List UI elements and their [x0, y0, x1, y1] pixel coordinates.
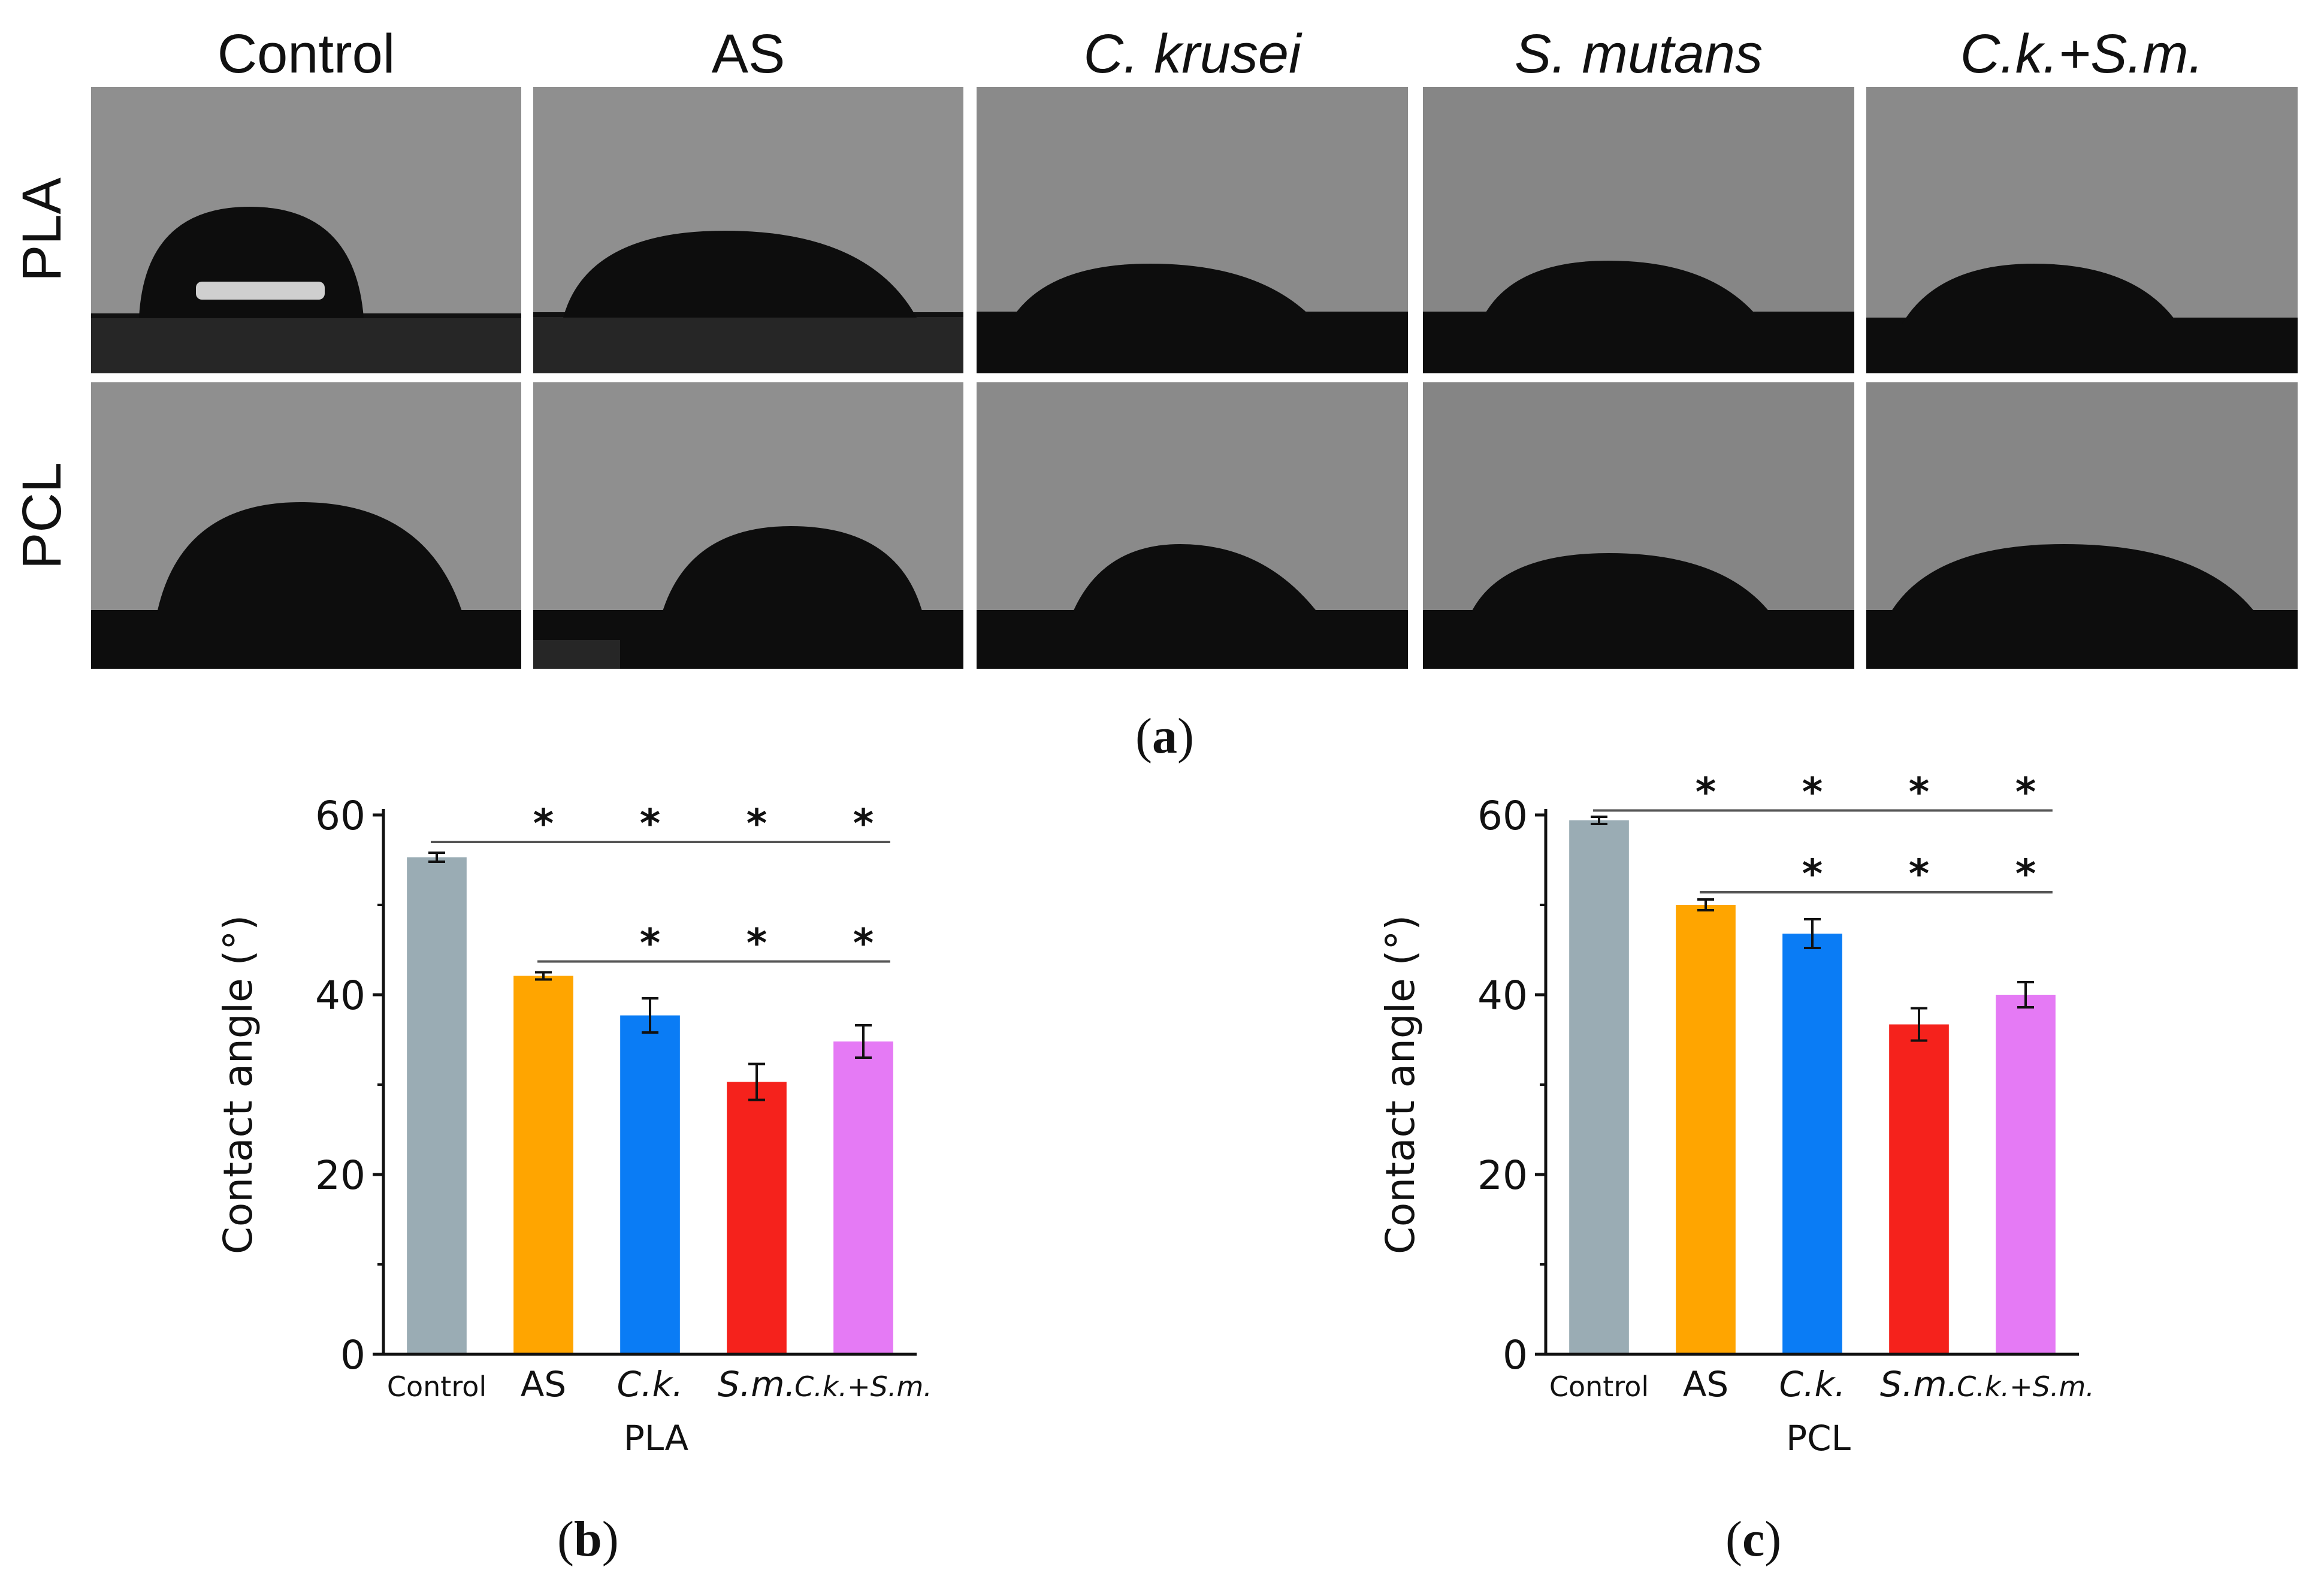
significance-mark-1-c-k-s-m: * [853, 801, 874, 847]
y-tick-label-0: 0 [340, 1332, 365, 1378]
error-bar-c-k-s-m [2017, 981, 2034, 1009]
droplet-photo-pcl-control [91, 382, 521, 669]
significance-mark-2-c-k: * [640, 920, 661, 967]
y-tick-label-0: 0 [1503, 1332, 1528, 1378]
error-bar-c-k-s-m [855, 1024, 872, 1059]
panel-label-a: (a) [1135, 708, 1194, 764]
row-label-pcl: PCL [11, 462, 72, 569]
x-tick-label-as: AS [521, 1364, 567, 1405]
error-bar-s-m [1911, 1007, 1927, 1042]
error-bar-c-k [1804, 918, 1821, 949]
x-tick-label-c-k: C.k. [1779, 1364, 1846, 1405]
error-bar-as [1697, 898, 1714, 911]
significance-mark-1-as: * [533, 801, 554, 847]
column-header-control: Control [217, 23, 395, 84]
column-header-c-krusei: C. krusei [1083, 23, 1301, 84]
significance-mark-2-c-k-s-m: * [853, 920, 874, 967]
droplet-photo-pcl-ck-sm [1866, 382, 2298, 669]
bar-s-m [1889, 1024, 1949, 1354]
panel-label-c: (c) [1725, 1511, 1782, 1567]
droplet-photo-pla-c-krusei [977, 87, 1408, 373]
droplet-photo-pla-ck-sm [1866, 87, 2298, 373]
bar-s-m [727, 1082, 787, 1354]
significance-mark-1-c-k-s-m: * [2015, 773, 2036, 816]
x-tick-label-s-m: S.m. [718, 1364, 796, 1405]
x-tick-label-c-k: C.k. [617, 1364, 684, 1405]
x-tick-label-as: AS [1683, 1364, 1729, 1405]
droplet-photo-pcl-c-krusei [977, 382, 1408, 669]
bar-c-k-s-m [833, 1041, 893, 1354]
column-header-ck-sm: C.k.+S.m. [1960, 23, 2204, 84]
row-label-pla: PLA [11, 177, 72, 282]
droplet-photo-pla-as [533, 87, 963, 373]
x-axis-label: PCL [1786, 1418, 1851, 1459]
droplet-photo-pla-control [91, 87, 521, 373]
y-tick-label-40: 40 [315, 973, 365, 1019]
panel-label-b: (b) [557, 1511, 619, 1567]
error-bar-as [535, 971, 552, 981]
significance-mark-1-s-m: * [1909, 773, 1930, 816]
significance-mark-1-c-k: * [640, 801, 661, 847]
bar-c-k-s-m [1996, 995, 2056, 1354]
contact-angle-chart-pcl: 0 20 40 60 Control AS C.k. S.m. C.k.+S.m. PCL Cont… [1162, 769, 2324, 1576]
contact-angle-chart-pla: 0 20 40 60 Control AS C.k. S.m. C.k.+S.m. PLA Cont… [0, 773, 1162, 1576]
droplet-image-grid: Control AS C. krusei S. mutans C.k.+S.m.… [0, 0, 2324, 773]
error-bar-s-m [748, 1062, 765, 1101]
x-tick-label-s-m: S.m. [1880, 1364, 1958, 1405]
droplet-photo-pcl-s-mutans [1423, 382, 1854, 669]
bar-control [407, 857, 467, 1354]
y-tick-label-20: 20 [1477, 1152, 1528, 1198]
error-bar-c-k [642, 997, 658, 1034]
significance-mark-2-s-m: * [1909, 851, 1930, 897]
y-tick-label-60: 60 [1477, 793, 1528, 839]
x-tick-label-c-k-s-m: C.k.+S.m. [794, 1370, 932, 1403]
x-tick-label-c-k-s-m: C.k.+S.m. [1957, 1370, 2095, 1403]
significance-mark-2-c-k: * [1802, 851, 1823, 897]
column-header-s-mutans: S. mutans [1514, 23, 1763, 84]
bar-c-k [1782, 934, 1842, 1354]
error-bar-control [1591, 816, 1607, 825]
droplet-photo-pla-s-mutans [1423, 87, 1854, 373]
y-tick-label-60: 60 [315, 793, 365, 839]
significance-mark-2-s-m: * [747, 920, 767, 967]
x-tick-label-control: Control [387, 1370, 486, 1403]
y-axis-label: Contact angle (°) [1377, 915, 1424, 1254]
y-tick-label-40: 40 [1477, 973, 1528, 1019]
significance-mark-1-as: * [1696, 773, 1716, 816]
significance-mark-1-c-k: * [1802, 773, 1823, 816]
y-axis-label: Contact angle (°) [215, 915, 261, 1254]
droplet-photo-pcl-as [533, 382, 963, 669]
significance-mark-1-s-m: * [747, 801, 767, 847]
bar-control [1569, 820, 1629, 1354]
y-tick-label-20: 20 [315, 1152, 365, 1198]
x-axis-label: PLA [624, 1418, 689, 1459]
bar-as [513, 976, 573, 1354]
error-bar-control [428, 852, 445, 863]
x-tick-label-control: Control [1549, 1370, 1649, 1403]
bar-c-k [620, 1015, 680, 1354]
column-header-as: AS [711, 23, 785, 84]
significance-mark-2-c-k-s-m: * [2015, 851, 2036, 897]
bar-as [1676, 905, 1736, 1354]
